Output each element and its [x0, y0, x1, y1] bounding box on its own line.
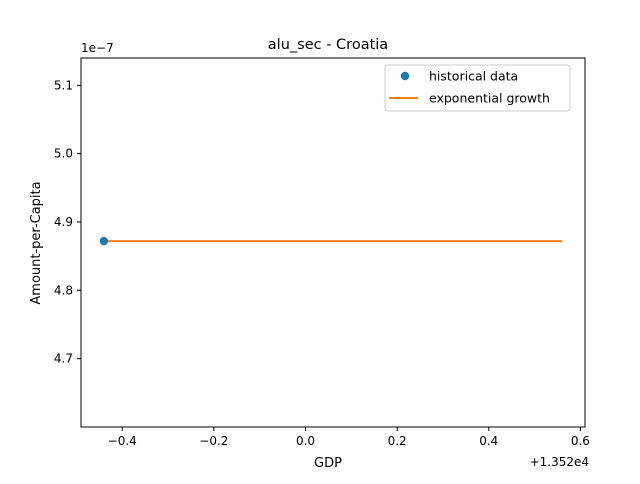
- axes-frame: [80, 57, 586, 428]
- y-tick-label: 5.0: [54, 147, 73, 161]
- y-tick-label: 4.8: [54, 283, 73, 297]
- x-offset-label: +1.352e4: [530, 455, 589, 469]
- plot-area: −0.4 −0.2 0.0 0.2 0.4 0.6 4.7 4.8 4.9 5.0 5.1: [54, 57, 590, 448]
- x-tick-label: −0.2: [199, 434, 228, 448]
- x-tick-label: −0.4: [108, 434, 137, 448]
- y-tick-label: 4.7: [54, 352, 73, 366]
- y-axis-label: Amount-per-Capita: [29, 181, 44, 304]
- x-tick-label: 0.4: [479, 434, 498, 448]
- x-tick-label: 0.0: [296, 434, 315, 448]
- x-tick-label: 0.2: [388, 434, 407, 448]
- legend-marker-historical: [400, 71, 410, 81]
- legend-box: [384, 64, 571, 112]
- x-tick-label: 0.6: [571, 434, 590, 448]
- legend: historical data exponential growth: [384, 64, 571, 112]
- legend-label: exponential growth: [429, 91, 550, 106]
- y-tick-label: 5.1: [54, 78, 73, 92]
- y-multiplier-label: 1e−7: [81, 41, 114, 55]
- chart-title: alu_sec - Croatia: [268, 37, 388, 53]
- data-point-historical: [99, 236, 109, 246]
- legend-label: historical data: [429, 69, 518, 84]
- y-tick-label: 4.9: [54, 215, 73, 229]
- x-axis-label: GDP: [314, 456, 342, 471]
